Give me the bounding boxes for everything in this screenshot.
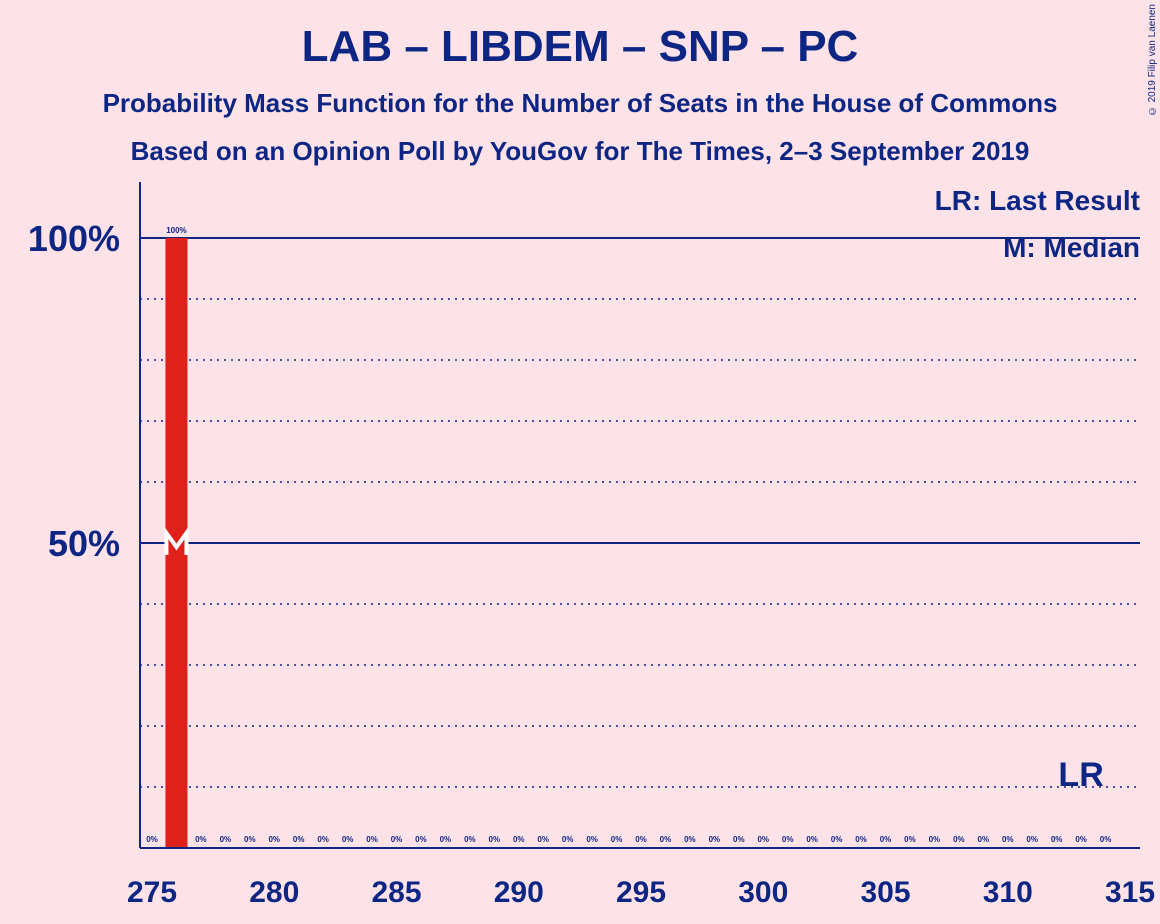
bar-label-300: 0% (757, 835, 769, 844)
x-tick-label: 315 (1105, 876, 1155, 909)
bar-label-287: 0% (440, 835, 452, 844)
bar-label-291: 0% (537, 835, 549, 844)
bar-label-279: 0% (244, 835, 256, 844)
bar-label-295: 0% (635, 835, 647, 844)
bar-label-288: 0% (464, 835, 476, 844)
bar-label-313: 0% (1075, 835, 1087, 844)
bar-label-305: 0% (880, 835, 892, 844)
x-tick-label: 280 (249, 876, 299, 909)
bar-label-281: 0% (293, 835, 305, 844)
legend-median: M: Median (1003, 232, 1140, 263)
x-tick-label: 285 (371, 876, 421, 909)
bar-label-298: 0% (709, 835, 721, 844)
bar-label-289: 0% (489, 835, 501, 844)
bar-label-278: 0% (220, 835, 232, 844)
bar-label-299: 0% (733, 835, 745, 844)
bar-label-296: 0% (660, 835, 672, 844)
bar-label-290: 0% (513, 835, 525, 844)
bar-label-283: 0% (342, 835, 354, 844)
bar-label-307: 0% (929, 835, 941, 844)
bar-label-292: 0% (562, 835, 574, 844)
chart-title: LAB – LIBDEM – SNP – PC (301, 22, 859, 71)
last-result-marker: LR (1058, 756, 1103, 794)
grid-lines (140, 237, 1140, 788)
bar-label-286: 0% (415, 835, 427, 844)
bar-seat-276 (165, 238, 188, 848)
median-marker (164, 526, 189, 555)
bar-label-302: 0% (806, 835, 818, 844)
bar-label-308: 0% (953, 835, 965, 844)
x-tick-label: 275 (127, 876, 177, 909)
bar-label-293: 0% (586, 835, 598, 844)
chart-subtitle-source: Based on an Opinion Poll by YouGov for T… (130, 136, 1030, 166)
legend-last-result: LR: Last Result (935, 185, 1140, 216)
bar-label-275: 0% (146, 835, 158, 844)
x-tick-label: 295 (616, 876, 666, 909)
bar-label-310: 0% (1002, 835, 1014, 844)
bar-label-306: 0% (904, 835, 916, 844)
bar-label-297: 0% (684, 835, 696, 844)
bars: 0% 100% 0% 0% 0% 0% 0% 0% 0% 0% 0% 0% 0% 0% 0% 0% 0% 0% 0%… (146, 226, 1111, 848)
x-tick-label: 300 (738, 876, 788, 909)
bar-label-314: 0% (1100, 835, 1112, 844)
x-tick-label: 305 (860, 876, 910, 909)
bar-label-294: 0% (611, 835, 623, 844)
axes (139, 182, 1140, 849)
bar-label-301: 0% (782, 835, 794, 844)
bar-label-282: 0% (317, 835, 329, 844)
x-tick-label: 290 (494, 876, 544, 909)
annotations: LR: Last Result M: Median LR (164, 185, 1140, 794)
y-tick-label: 100% (28, 218, 120, 259)
bar-label-312: 0% (1051, 835, 1063, 844)
bar-label-285: 0% (391, 835, 403, 844)
bar-label-309: 0% (978, 835, 990, 844)
bar-label-304: 0% (855, 835, 867, 844)
bar-label-284: 0% (366, 835, 378, 844)
bar-label-277: 0% (195, 835, 207, 844)
bar-label-276: 100% (166, 226, 186, 235)
chart-subtitle: Probability Mass Function for the Number… (102, 88, 1058, 118)
bar-label-280: 0% (268, 835, 280, 844)
tick-labels: 275 280 285 290 295 300 305 310 315 50% 100% (28, 218, 1155, 909)
bar-label-303: 0% (831, 835, 843, 844)
bar-label-311: 0% (1026, 835, 1038, 844)
x-tick-label: 310 (983, 876, 1033, 909)
y-tick-label: 50% (48, 523, 120, 564)
